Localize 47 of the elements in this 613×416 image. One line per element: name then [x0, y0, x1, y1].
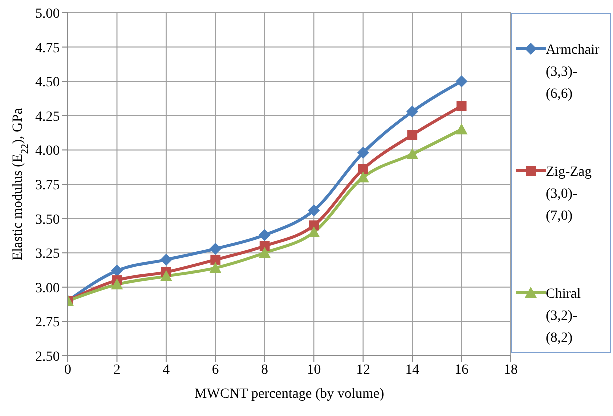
y-tick-label: 3.75 — [36, 178, 60, 194]
y-tick-label: 4.00 — [36, 144, 60, 160]
y-tick-label: 3.50 — [36, 212, 60, 228]
point — [408, 130, 418, 140]
point — [357, 172, 370, 183]
y-tick-label: 5.00 — [36, 6, 60, 22]
point — [160, 270, 172, 282]
point — [260, 241, 270, 252]
y-tick-label: 4.75 — [36, 41, 60, 56]
point — [111, 264, 124, 277]
point — [358, 164, 368, 174]
point — [210, 254, 221, 265]
legend-label: Chiral (3,2)-(8,2) — [546, 286, 582, 348]
point — [456, 101, 467, 112]
point — [111, 278, 124, 290]
x-tick-label: 10 — [307, 362, 322, 378]
x-tick-label: 8 — [261, 362, 268, 378]
point — [308, 204, 320, 217]
point — [406, 106, 419, 118]
point — [456, 124, 468, 135]
x-tick-label: 2 — [114, 362, 121, 378]
x-tick-label: 6 — [212, 362, 220, 378]
y-tick-label: 3.25 — [36, 247, 60, 262]
point — [308, 226, 320, 238]
point — [357, 146, 370, 159]
point — [210, 242, 222, 255]
y-tick-label: 4.25 — [36, 110, 60, 125]
x-tick-label: 4 — [162, 362, 170, 378]
point — [258, 247, 271, 258]
legend-label: Zig-Zag (3,0)-(7,0) — [546, 164, 593, 226]
y-tick-label: 3.00 — [36, 281, 60, 296]
x-tick-label: 16 — [454, 362, 469, 378]
point — [160, 254, 172, 266]
x-tick-label: 0 — [64, 362, 72, 378]
point — [456, 76, 468, 88]
point — [406, 148, 419, 160]
point — [309, 220, 320, 231]
x-axis-title: MWCNT percentage (by volume) — [194, 387, 385, 402]
legend-label: Armchair (3,3)-(6,6) — [546, 42, 600, 104]
point — [210, 262, 222, 274]
y-tick-label: 4.50 — [36, 76, 60, 91]
x-tick-label: 18 — [504, 362, 518, 378]
y-tick-label: 2.75 — [36, 316, 60, 331]
y-tick-label: 2.50 — [36, 350, 60, 365]
point — [258, 229, 271, 242]
x-tick-label: 14 — [406, 362, 420, 378]
x-tick-label: 12 — [356, 362, 370, 378]
